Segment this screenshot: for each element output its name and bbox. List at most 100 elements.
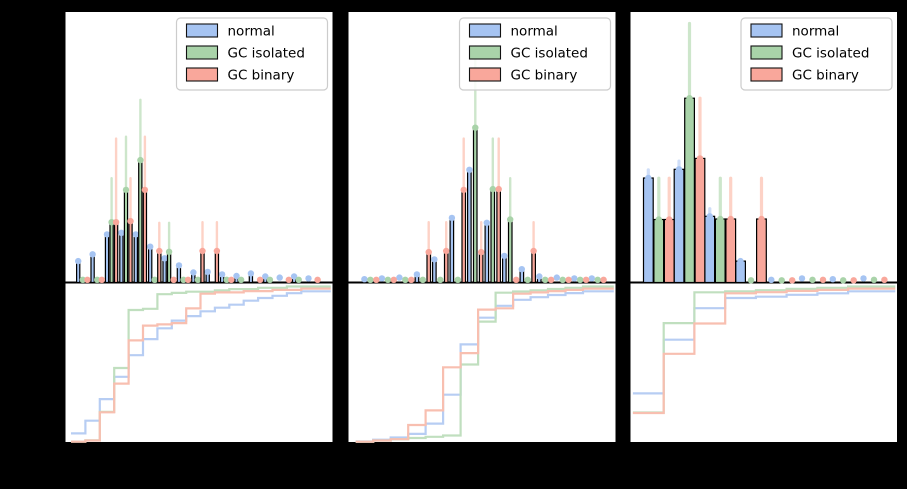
bar-gc-binary	[531, 250, 537, 284]
marker-dot-gc-binary	[666, 216, 673, 223]
legend-swatch-gc-binary	[750, 67, 783, 82]
marker-dot-normal	[204, 268, 211, 276]
marker-dot-gc-isolated	[165, 248, 173, 255]
marker-dot-gc-isolated	[194, 276, 202, 283]
marker-dot-gc-isolated	[489, 185, 496, 193]
marker-dot-normal	[396, 274, 403, 281]
bar-normal	[735, 260, 747, 284]
marker-dot-normal	[218, 271, 226, 278]
marker-dot-normal	[553, 274, 560, 281]
bar-normal	[432, 258, 437, 284]
bar-normal	[642, 177, 654, 284]
marker-dot-gc-binary	[84, 276, 91, 283]
marker-dot-gc-binary	[881, 276, 888, 283]
marker-dot-gc-binary	[478, 248, 485, 256]
marker-dot-normal	[501, 252, 508, 260]
panel-right: normal GC isolated GC binary	[628, 10, 899, 444]
panel-left: normal GC isolated GC binary	[63, 10, 335, 444]
marker-dot-gc-isolated	[717, 215, 724, 223]
cdf-line-gc-binary	[355, 287, 614, 443]
marker-dot-normal	[448, 214, 456, 222]
bar-normal	[162, 257, 167, 284]
legend-label-normal: normal	[792, 24, 839, 40]
bar-normal	[502, 255, 507, 284]
marker-dot-gc-binary	[513, 276, 520, 283]
bar-gc-isolated	[653, 218, 665, 284]
marker-dot-gc-isolated	[122, 186, 130, 194]
marker-dot-gc-isolated	[809, 276, 816, 283]
marker-dot-normal	[588, 275, 595, 282]
marker-dot-normal	[75, 257, 82, 265]
bar-gc-binary	[478, 251, 484, 284]
bar-normal	[90, 253, 95, 284]
bar-gc-isolated	[490, 188, 496, 284]
bar-gc-binary	[461, 189, 467, 284]
bar-gc-binary	[113, 221, 119, 284]
legend-swatch-normal	[750, 23, 783, 38]
bar-normal	[119, 232, 124, 284]
marker-dot-gc-isolated	[655, 216, 662, 223]
bar-gc-binary	[142, 189, 148, 284]
legend-swatch-gc-isolated	[750, 45, 783, 60]
marker-dot-gc-isolated	[454, 276, 461, 283]
marker-dot-gc-binary	[443, 247, 450, 255]
cdf-plot-area	[346, 281, 618, 444]
bar-gc-binary	[496, 188, 501, 284]
marker-dot-gc-isolated	[507, 216, 514, 223]
marker-dot-gc-binary	[758, 215, 765, 223]
marker-dot-gc-binary	[390, 276, 397, 283]
bar-gc-isolated	[684, 97, 696, 284]
marker-dot-gc-binary	[850, 277, 857, 284]
legend-swatch-normal	[468, 23, 502, 38]
bar-gc-binary	[694, 157, 706, 284]
marker-dot-gc-isolated	[840, 277, 847, 284]
legend-label-normal: normal	[511, 24, 558, 40]
legend-swatch-gc-isolated	[468, 45, 502, 60]
marker-dot-normal	[798, 275, 806, 282]
marker-dot-gc-binary	[112, 219, 120, 226]
marker-dot-gc-isolated	[594, 276, 601, 283]
marker-dot-gc-binary	[460, 186, 467, 194]
marker-dot-normal	[466, 166, 473, 173]
marker-dot-gc-isolated	[747, 277, 755, 284]
marker-dot-gc-binary	[285, 276, 292, 283]
bar-gc-binary	[755, 218, 767, 284]
marker-dot-normal	[737, 257, 744, 265]
bar-gc-isolated	[472, 127, 478, 284]
marker-dot-normal	[675, 166, 683, 173]
bar-gc-binary	[426, 251, 432, 284]
marker-dot-normal	[262, 273, 269, 280]
marker-dot-normal	[132, 231, 139, 238]
marker-dot-gc-binary	[228, 276, 235, 283]
bar-gc-binary	[214, 250, 220, 284]
marker-dot-gc-binary	[127, 217, 134, 225]
legend: normal GC isolated GC binary	[740, 17, 893, 91]
marker-dot-gc-binary	[256, 276, 264, 283]
marker-dot-normal	[378, 275, 386, 282]
marker-dot-gc-binary	[696, 155, 704, 162]
marker-dot-normal	[147, 243, 154, 250]
marker-dot-gc-binary	[789, 277, 796, 284]
marker-dot-normal	[118, 229, 125, 236]
marker-dot-normal	[706, 213, 713, 220]
marker-dot-normal	[276, 274, 283, 281]
marker-dot-gc-isolated	[180, 276, 187, 283]
legend-swatch-gc-binary	[185, 67, 219, 82]
legend-label-normal: normal	[228, 24, 275, 40]
marker-dot-gc-binary	[819, 276, 827, 283]
marker-dot-gc-isolated	[778, 277, 785, 284]
marker-dot-gc-binary	[408, 276, 415, 283]
bar-normal	[133, 233, 138, 284]
marker-dot-normal	[518, 266, 525, 273]
marker-dot-gc-isolated	[542, 276, 549, 283]
marker-dot-normal	[645, 174, 652, 182]
marker-dot-gc-isolated	[137, 156, 144, 164]
cdf-plot-area	[63, 281, 335, 444]
bar-gc-binary	[663, 218, 675, 284]
cdf-line-gc-binary	[632, 287, 896, 415]
marker-dot-gc-binary	[600, 276, 607, 283]
bar-gc-binary	[725, 218, 737, 284]
marker-dot-normal	[305, 275, 312, 282]
